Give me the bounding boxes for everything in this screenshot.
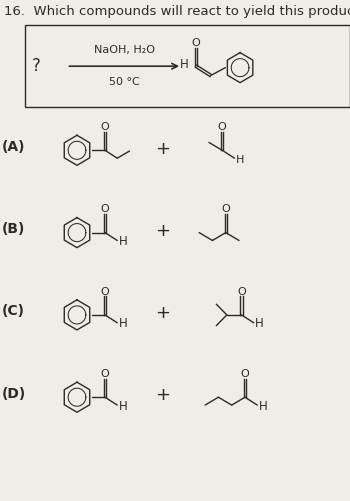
Text: +: + bbox=[155, 304, 170, 322]
Text: O: O bbox=[101, 122, 109, 132]
Text: NaOH, H₂O: NaOH, H₂O bbox=[94, 46, 155, 56]
Text: 16.  Which compounds will react to yield this product?: 16. Which compounds will react to yield … bbox=[4, 6, 350, 19]
Text: (A): (A) bbox=[2, 140, 25, 154]
Text: +: + bbox=[155, 139, 170, 157]
Text: 50 °C: 50 °C bbox=[109, 77, 140, 87]
Text: O: O bbox=[101, 369, 109, 379]
Text: O: O bbox=[218, 122, 227, 132]
Text: H: H bbox=[119, 400, 128, 413]
Text: H: H bbox=[119, 317, 128, 330]
Text: O: O bbox=[241, 369, 249, 379]
Text: +: + bbox=[155, 222, 170, 240]
Text: (D): (D) bbox=[2, 387, 26, 401]
Text: H: H bbox=[236, 155, 244, 165]
Text: O: O bbox=[237, 287, 246, 297]
Text: O: O bbox=[192, 38, 200, 48]
Text: H: H bbox=[119, 235, 128, 248]
Text: +: + bbox=[155, 386, 170, 404]
Bar bbox=[25, 25, 350, 107]
Text: H: H bbox=[180, 58, 188, 71]
Text: O: O bbox=[221, 204, 230, 214]
Text: O: O bbox=[101, 287, 109, 297]
Text: H: H bbox=[255, 317, 264, 330]
Text: H: H bbox=[259, 400, 267, 413]
Text: (C): (C) bbox=[2, 304, 25, 318]
Text: (B): (B) bbox=[2, 222, 25, 236]
Text: O: O bbox=[101, 204, 109, 214]
Text: ?: ? bbox=[32, 57, 40, 75]
